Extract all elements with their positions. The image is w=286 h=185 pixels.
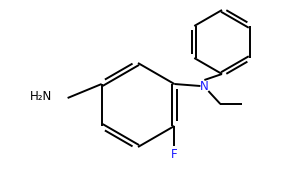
Text: N: N: [200, 80, 209, 92]
Text: F: F: [171, 149, 178, 162]
Text: H₂N: H₂N: [29, 90, 52, 102]
